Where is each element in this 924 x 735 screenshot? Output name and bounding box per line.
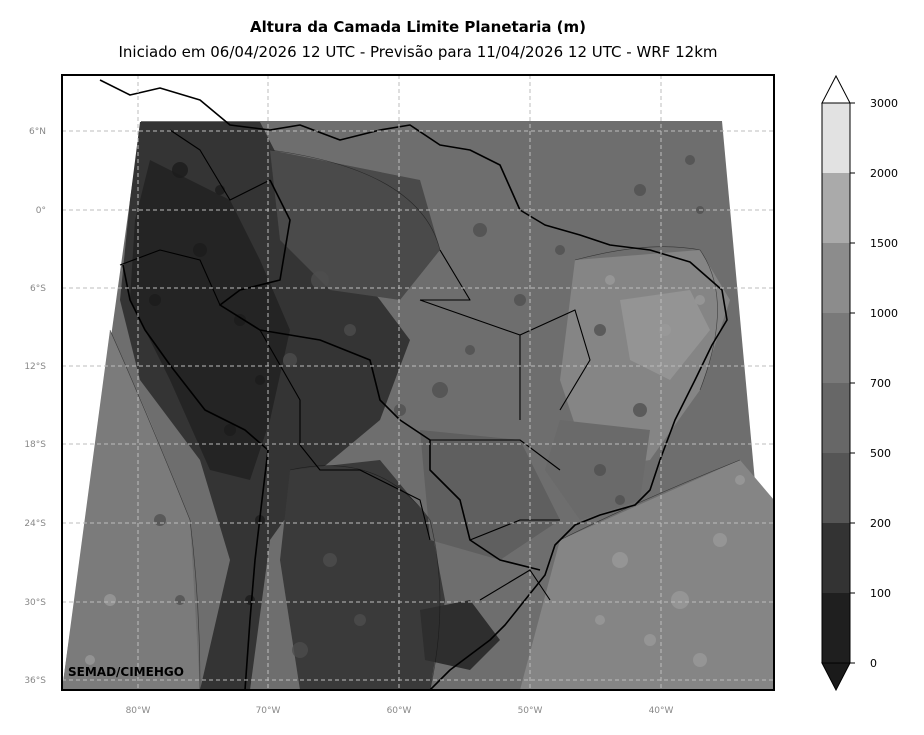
lat-label: 12°S <box>24 362 46 372</box>
texture-cells-light <box>85 275 745 667</box>
colorbar-bin <box>822 453 850 523</box>
colorbar-bin <box>822 103 850 173</box>
colorbar-bin <box>822 593 850 663</box>
andes-darkest-field <box>130 160 290 480</box>
map-subtitle: Iniciado em 06/04/2026 12 UTC - Previsão… <box>118 43 718 61</box>
gridlines <box>62 75 774 690</box>
colorbar-tick-label: 0 <box>870 657 877 670</box>
colorbar-tick-label: 1000 <box>870 307 898 320</box>
colorbar-bin <box>822 173 850 243</box>
north-amazon-field <box>270 150 440 300</box>
colorbar-tick-label: 1500 <box>870 237 898 250</box>
pacific-west-field <box>62 330 200 690</box>
ocean-east-field <box>520 460 774 690</box>
lat-label: 0° <box>36 206 46 216</box>
lon-label: 80°W <box>126 706 151 716</box>
colorbar-under-arrow <box>821 662 851 692</box>
longitude-labels: 80°W 70°W 60°W 50°W 40°W <box>126 706 674 716</box>
south-america-coastline <box>99 79 728 690</box>
lat-label: 24°S <box>24 519 46 529</box>
colorbar-bin <box>822 523 850 593</box>
map-title: Altura da Camada Limite Planetaria (m) <box>249 18 587 36</box>
lon-label: 50°W <box>518 706 543 716</box>
state-borders <box>419 249 591 601</box>
lat-label: 18°S <box>24 440 46 450</box>
colorbar-tick-label: 700 <box>870 377 891 390</box>
map-frame <box>61 74 775 691</box>
credit-label: SEMAD/CIMEHGO <box>68 665 184 679</box>
bl-height-field <box>62 79 774 690</box>
colorbar: 0 100 200 500 700 1000 1500 2000 3000 <box>821 74 898 692</box>
colorbar-tick-label: 200 <box>870 517 891 530</box>
colorbar-bin <box>822 383 850 453</box>
central-brazil-field <box>420 430 560 560</box>
southern-brazil-dark <box>420 600 500 670</box>
colorbar-tick-label: 3000 <box>870 97 898 110</box>
chaco-dark-field <box>280 460 445 690</box>
lat-label: 30°S <box>24 598 46 608</box>
latitude-labels: 6°N 0° 6°S 12°S 18°S 24°S 30°S 36°S <box>24 127 46 686</box>
borders <box>99 79 728 690</box>
lon-label: 60°W <box>387 706 412 716</box>
colorbar-tick-label: 100 <box>870 587 891 600</box>
colorbar-bin <box>822 313 850 383</box>
lon-label: 40°W <box>649 706 674 716</box>
lat-label: 6°N <box>29 127 46 137</box>
colorbar-over-arrow <box>821 74 851 104</box>
colorbar-bin <box>822 243 850 313</box>
lon-label: 70°W <box>256 706 281 716</box>
andean-borders <box>119 129 431 541</box>
lat-label: 36°S <box>24 676 46 686</box>
colorbar-tick-label: 2000 <box>870 167 898 180</box>
brazil-border <box>219 179 541 571</box>
colorbar-tick-label: 500 <box>870 447 891 460</box>
texture-cells-dark <box>149 162 265 605</box>
lat-label: 6°S <box>30 284 46 294</box>
